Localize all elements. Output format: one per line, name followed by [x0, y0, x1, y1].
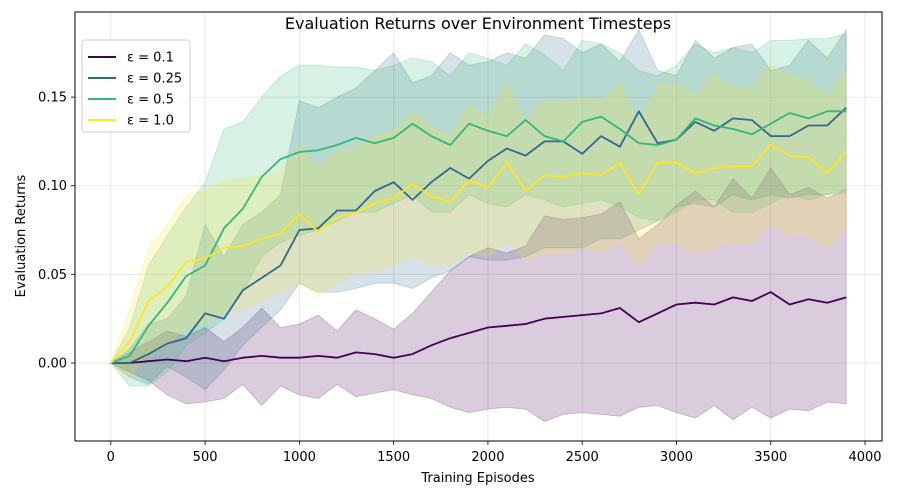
- legend-label: ε = 0.1: [127, 51, 174, 66]
- x-tick-label: 3500: [754, 450, 787, 465]
- x-tick-label: 1500: [377, 450, 410, 465]
- y-tick-label: 0.05: [38, 268, 67, 283]
- confidence-band-series-2: [110, 32, 847, 387]
- legend: ε = 0.1 ε = 0.25 ε = 0.5 ε = 1.0: [81, 39, 191, 133]
- y-tick-label: 0.10: [38, 179, 67, 194]
- confidence-bands: [109, 28, 847, 422]
- x-tick-label: 2000: [471, 450, 504, 465]
- series-line-2: [110, 110, 847, 364]
- x-tick-label: 2500: [566, 450, 599, 465]
- legend-box: [81, 39, 191, 133]
- confidence-band-series-1: [110, 28, 847, 391]
- chart-title: Evaluation Returns over Environment Time…: [285, 14, 671, 33]
- x-axis-label: Training Episodes: [420, 471, 534, 486]
- y-axis-ticks: 0.00 0.05 0.10 0.15: [38, 91, 75, 372]
- y-tick-label: 0.00: [38, 357, 67, 372]
- x-tick-label: 1000: [283, 450, 316, 465]
- series-line-0: [110, 291, 847, 364]
- x-tick-label: 500: [193, 450, 218, 465]
- legend-label: ε = 0.25: [127, 72, 182, 87]
- y-tick-label: 0.15: [38, 91, 67, 106]
- grid: [75, 12, 882, 441]
- x-axis-ticks: 0 500 1000 1500 2000 2500 3000 3500 4000: [107, 441, 882, 465]
- plot-frame: [74, 11, 883, 442]
- x-tick-label: 0: [107, 450, 115, 465]
- y-axis-label: Evaluation Returns: [14, 174, 29, 297]
- legend-label: ε = 0.5: [127, 93, 174, 108]
- series-line-1: [110, 107, 847, 364]
- series-lines: [110, 107, 847, 364]
- x-tick-label: 3000: [660, 450, 693, 465]
- x-tick-label: 4000: [848, 450, 881, 465]
- legend-label: ε = 1.0: [127, 114, 174, 129]
- series-line-3: [110, 144, 847, 364]
